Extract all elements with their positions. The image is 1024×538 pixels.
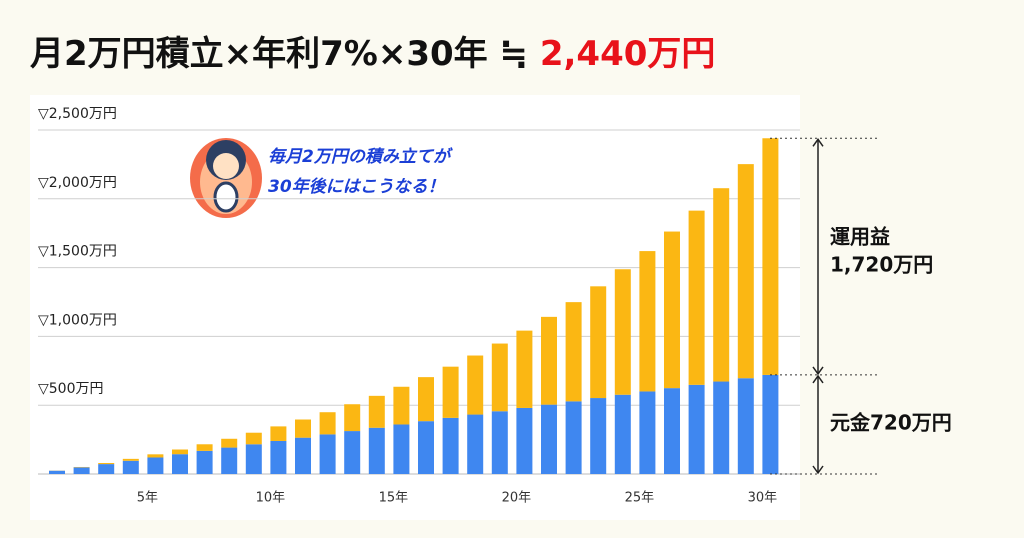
x-tick-label: 15年	[379, 491, 409, 506]
bar-segment	[393, 424, 410, 474]
x-tick-label: 20年	[502, 491, 532, 506]
bar-segment	[713, 381, 730, 474]
bar-segment	[590, 286, 607, 399]
bar-segment	[196, 450, 213, 474]
arrow-head	[812, 366, 824, 376]
arrow-head	[812, 137, 824, 147]
principal-label: 元金720万円	[830, 411, 952, 435]
bar-segment	[172, 449, 188, 455]
y-tick-label: ▽1,500万円	[38, 244, 117, 260]
bar-segment	[442, 366, 459, 418]
bar-segment	[295, 437, 311, 474]
y-tick-label: ▽1,000万円	[38, 312, 117, 328]
y-tick-label: ▽2,500万円	[38, 106, 117, 122]
bar-segment	[639, 391, 656, 474]
bar-segment	[762, 374, 779, 474]
bar-segment	[49, 470, 65, 474]
bubble-text: 毎月2万円の積み立てが	[268, 147, 453, 167]
bar-segment	[516, 330, 533, 408]
bar-segment	[418, 377, 434, 422]
bar-segment	[688, 384, 705, 474]
bar-segment	[713, 188, 730, 382]
bar-segment	[245, 432, 262, 445]
bar-segment	[639, 251, 656, 392]
bar-segment	[467, 414, 484, 474]
bar-segment	[737, 378, 754, 474]
bar-segment	[541, 404, 557, 474]
y-tick-label: ▽2,000万円	[38, 175, 117, 191]
bar-segment	[491, 343, 508, 412]
bar-segment	[172, 454, 188, 474]
y-tick-label: ▽500万円	[38, 381, 104, 397]
bar-segment	[418, 421, 434, 474]
gain-label: 運用益	[830, 225, 890, 249]
bar-segment	[221, 438, 238, 448]
bar-segment	[737, 164, 754, 379]
bar-segment	[98, 462, 115, 465]
bar-segment	[98, 464, 115, 474]
x-tick-label: 25年	[625, 491, 655, 506]
title: 月2万円積立×年利7%×30年 ≒ 2,440万円	[30, 26, 715, 75]
bar-segment	[147, 457, 164, 474]
x-tick-label: 10年	[256, 491, 286, 506]
bar-segment	[344, 404, 361, 432]
bar-segment	[393, 386, 410, 425]
bar-segment	[516, 407, 533, 474]
bar-segment	[565, 401, 582, 474]
bar-segment	[221, 447, 238, 474]
title-highlight: 2,440万円	[539, 34, 716, 74]
bar-segment	[541, 316, 557, 405]
bar-segment	[73, 467, 90, 474]
bar-segment	[270, 426, 287, 441]
bar-segment	[319, 434, 336, 474]
bar-segment	[491, 411, 508, 474]
arrow-head	[812, 465, 824, 475]
bar-segment	[688, 210, 705, 385]
bar-segment	[319, 412, 336, 435]
bar-segment	[122, 458, 139, 461]
bar-segment	[368, 427, 385, 474]
bar-segment	[368, 395, 385, 428]
x-tick-label: 5年	[137, 491, 158, 506]
bar-segment	[270, 440, 287, 474]
bar-segment	[442, 417, 459, 474]
x-tick-label: 30年	[748, 491, 778, 506]
bubble-text: 30年後にはこうなる！	[268, 177, 445, 197]
bar-segment	[614, 394, 631, 474]
bar-segment	[614, 269, 631, 395]
bar-segment	[590, 398, 607, 474]
bar-segment	[122, 460, 139, 474]
bar-segment	[295, 419, 311, 438]
bar-segment	[664, 388, 680, 474]
arrow-head	[812, 374, 824, 384]
character	[190, 138, 262, 218]
bar-segment	[245, 444, 262, 474]
bar-segment	[762, 138, 779, 375]
bar-segment	[344, 431, 361, 474]
bar-segment	[467, 355, 484, 415]
bar-segment	[196, 444, 213, 451]
bar-segment	[664, 231, 680, 389]
title-text: 月2万円積立×年利7%×30年 ≒	[30, 34, 540, 74]
gain-value: 1,720万円	[830, 253, 933, 277]
bar-segment	[565, 302, 582, 402]
bar-segment	[147, 454, 164, 458]
